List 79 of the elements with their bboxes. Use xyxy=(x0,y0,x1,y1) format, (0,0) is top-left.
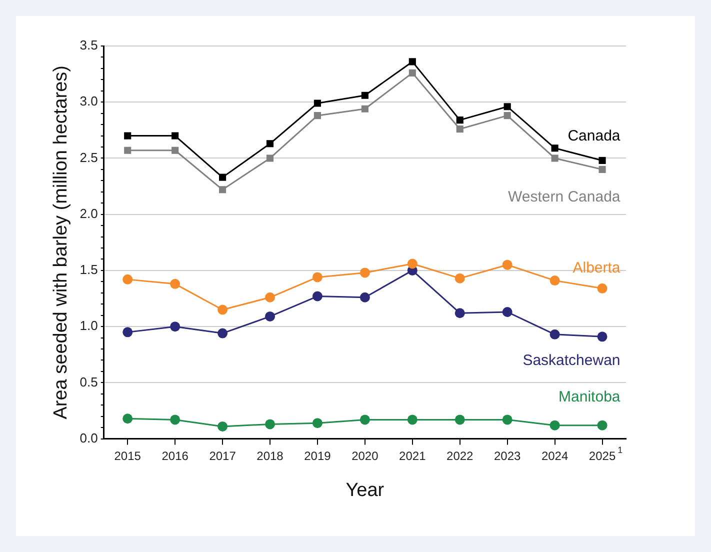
point xyxy=(122,274,133,284)
point xyxy=(265,419,276,430)
point xyxy=(360,292,370,302)
series-label: Western Canada xyxy=(508,188,621,206)
point xyxy=(597,332,608,342)
point xyxy=(218,421,228,432)
point xyxy=(407,414,418,425)
point xyxy=(314,100,322,107)
y-tick-label: 3.5 xyxy=(80,38,98,53)
point xyxy=(408,69,416,76)
point xyxy=(454,273,465,284)
point xyxy=(122,327,133,338)
series-label: Manitoba xyxy=(558,388,621,406)
point xyxy=(266,154,274,162)
point xyxy=(172,146,179,154)
point xyxy=(265,292,276,302)
point xyxy=(312,418,322,428)
point xyxy=(502,260,512,270)
point xyxy=(218,304,228,315)
point xyxy=(408,58,416,66)
x-axis-title: Year xyxy=(346,480,385,501)
x-tick-label: 2016 xyxy=(162,449,189,464)
point xyxy=(456,126,464,133)
point xyxy=(597,283,608,294)
y-tick-label: 0.5 xyxy=(80,374,98,390)
point xyxy=(454,308,465,318)
series-label: Alberta xyxy=(572,260,621,277)
point xyxy=(170,322,180,332)
point xyxy=(314,112,322,120)
point xyxy=(265,311,276,322)
y-tick-label: 3.0 xyxy=(80,94,98,109)
point xyxy=(454,414,465,425)
point xyxy=(551,154,558,162)
y-tick-label: 0.0 xyxy=(80,430,98,446)
point xyxy=(502,306,512,317)
point xyxy=(456,116,464,124)
point xyxy=(170,414,180,425)
point xyxy=(172,132,179,140)
point xyxy=(122,414,133,424)
point xyxy=(550,276,560,286)
point xyxy=(266,140,274,148)
point xyxy=(502,414,512,425)
x-tick-label: 2021 xyxy=(399,449,426,464)
x-tick-label: 2015 xyxy=(114,449,142,464)
point xyxy=(551,144,558,152)
point xyxy=(550,420,560,430)
y-tick-label: 1.5 xyxy=(80,262,98,278)
point xyxy=(407,258,418,269)
point xyxy=(361,92,368,99)
x-tick-label: 2023 xyxy=(494,449,522,464)
x-tick-label: 2020 xyxy=(352,449,379,464)
x-tick-label: 2017 xyxy=(209,449,236,464)
x-tick-label: 2018 xyxy=(256,449,284,464)
point xyxy=(550,329,560,340)
point xyxy=(124,146,132,154)
point xyxy=(597,420,608,430)
y-tick-label: 2.0 xyxy=(80,206,98,221)
point xyxy=(312,291,322,302)
point xyxy=(124,132,132,140)
series-label: Saskatchewan xyxy=(522,352,620,369)
point xyxy=(360,414,370,425)
y-axis-title: Area seeded with barley (million hectares) xyxy=(50,66,72,420)
point xyxy=(598,156,606,164)
x-tick-label: 2019 xyxy=(304,449,332,464)
point xyxy=(218,328,228,338)
point xyxy=(598,166,606,173)
point xyxy=(219,186,226,194)
point xyxy=(504,103,511,110)
series-label: Canada xyxy=(568,128,621,145)
point xyxy=(361,105,368,112)
point xyxy=(360,268,370,278)
y-tick-label: 2.5 xyxy=(80,150,98,165)
point xyxy=(170,278,180,289)
point xyxy=(219,174,226,181)
x-tick-label: 2024 xyxy=(541,449,568,464)
y-tick-label: 1.0 xyxy=(80,318,98,334)
point xyxy=(312,272,322,282)
point xyxy=(504,112,511,120)
x-tick-label: 2022 xyxy=(446,449,474,464)
